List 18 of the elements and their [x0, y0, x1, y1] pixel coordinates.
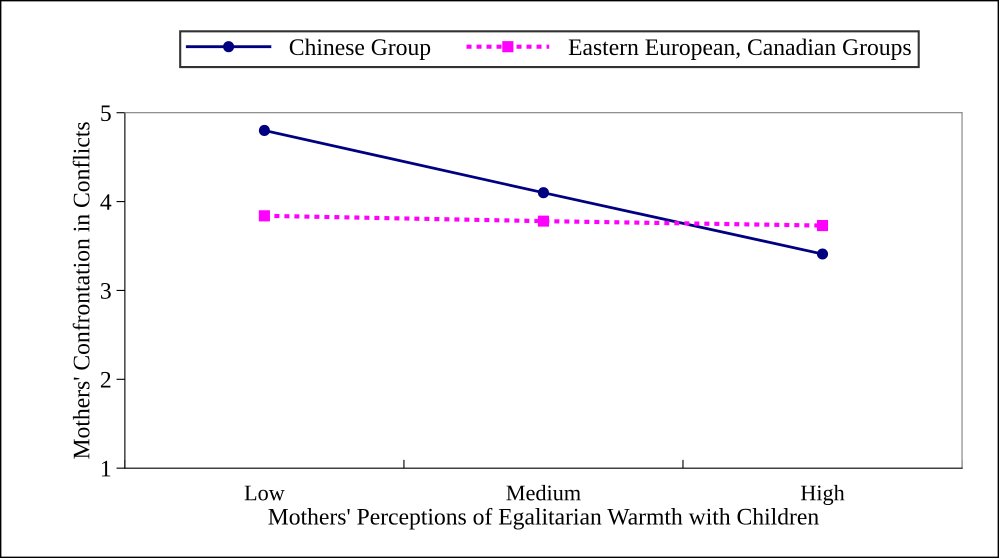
y-tick-label: 3 [101, 282, 111, 299]
y-tick-label: 1 [102, 460, 110, 476]
y-tick-label: 5 [101, 105, 111, 122]
x-tick-label: High [800, 484, 844, 506]
x-axis-title: Mothers' Perceptions of Egalitarian Warmth with Children [268, 508, 819, 530]
x-tick-label: Medium [506, 484, 581, 500]
point [258, 124, 270, 136]
y-tick-label: 4 [100, 194, 112, 210]
point [258, 210, 270, 222]
legend-label: Eastern European, Canadian Groups [568, 38, 911, 60]
point [538, 187, 550, 198]
legend-label: Chinese Group [290, 38, 430, 60]
point [816, 248, 828, 260]
y-axis-title: Mothers' Confrontation in Conflicts [72, 122, 90, 459]
y-tick-label: 2 [100, 372, 110, 388]
x-tick-label: Low [244, 486, 285, 500]
point [538, 216, 550, 227]
point [816, 220, 828, 232]
